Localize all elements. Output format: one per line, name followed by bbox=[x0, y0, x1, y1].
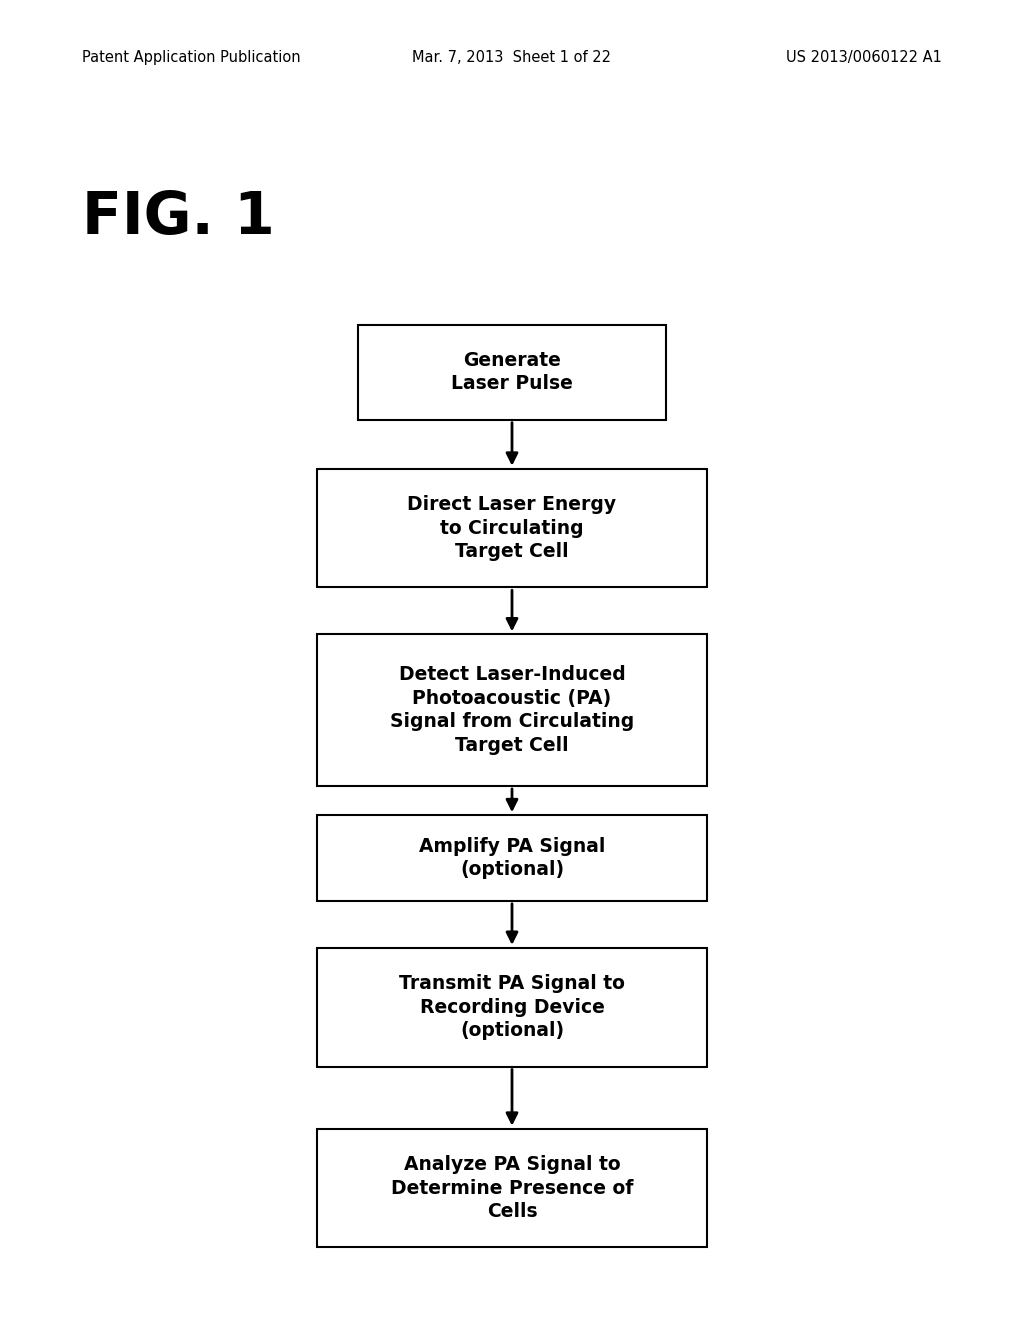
Text: Direct Laser Energy
to Circulating
Target Cell: Direct Laser Energy to Circulating Targe… bbox=[408, 495, 616, 561]
Text: Transmit PA Signal to
Recording Device
(optional): Transmit PA Signal to Recording Device (… bbox=[399, 974, 625, 1040]
Text: Detect Laser-Induced
Photoacoustic (PA)
Signal from Circulating
Target Cell: Detect Laser-Induced Photoacoustic (PA) … bbox=[390, 665, 634, 755]
Bar bbox=[317, 814, 707, 900]
Bar bbox=[317, 1129, 707, 1247]
Bar bbox=[317, 634, 707, 785]
Text: Mar. 7, 2013  Sheet 1 of 22: Mar. 7, 2013 Sheet 1 of 22 bbox=[413, 50, 611, 65]
Bar bbox=[358, 325, 666, 420]
Text: Amplify PA Signal
(optional): Amplify PA Signal (optional) bbox=[419, 837, 605, 879]
Text: US 2013/0060122 A1: US 2013/0060122 A1 bbox=[786, 50, 942, 65]
Text: Generate
Laser Pulse: Generate Laser Pulse bbox=[451, 351, 573, 393]
Bar bbox=[317, 469, 707, 587]
Text: Analyze PA Signal to
Determine Presence of
Cells: Analyze PA Signal to Determine Presence … bbox=[391, 1155, 633, 1221]
Text: FIG. 1: FIG. 1 bbox=[82, 189, 274, 247]
Text: Patent Application Publication: Patent Application Publication bbox=[82, 50, 301, 65]
Bar bbox=[317, 948, 707, 1067]
